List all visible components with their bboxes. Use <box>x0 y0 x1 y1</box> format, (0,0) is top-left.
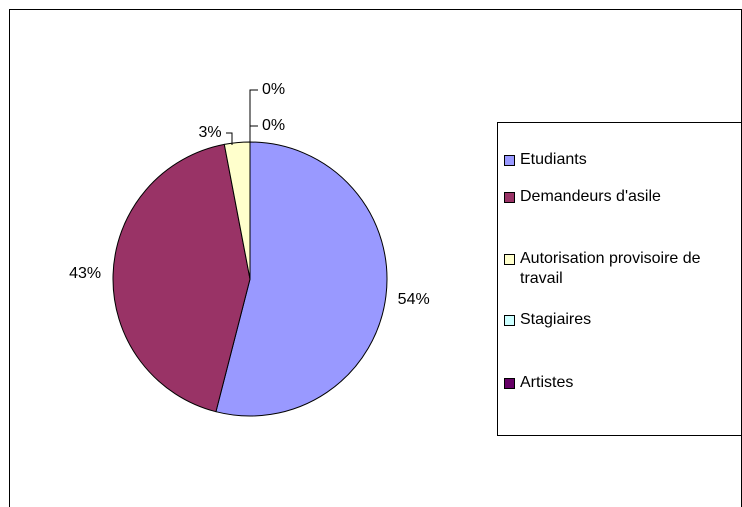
leader-line <box>249 125 258 142</box>
data-label: 0% <box>262 117 285 134</box>
legend-label: Etudiants <box>520 151 587 168</box>
data-label: 3% <box>198 124 221 141</box>
legend-item: Demandeurs d'asile <box>504 187 740 207</box>
legend-swatch <box>504 378 515 389</box>
legend-item: Autorisation provisoire de travail <box>504 249 740 289</box>
legend-swatch <box>504 315 515 326</box>
leader-line <box>249 89 258 142</box>
pie-slice <box>215 141 388 417</box>
leader-line <box>226 132 233 145</box>
legend-item: Artistes <box>504 373 740 393</box>
legend-label: Artistes <box>520 374 574 391</box>
legend-swatch <box>504 155 515 166</box>
legend-swatch <box>504 254 515 265</box>
legend-label: Stagiaires <box>520 311 592 328</box>
legend-item: Stagiaires <box>504 310 740 330</box>
legend-label: Demandeurs d'asile <box>520 188 661 205</box>
data-label: 54% <box>398 291 430 308</box>
legend: Etudiants Demandeurs d'asile Autorisation … <box>497 122 742 436</box>
pie-slice <box>112 143 251 413</box>
data-label: 0% <box>262 81 285 98</box>
legend-swatch <box>504 192 515 203</box>
legend-item: Etudiants <box>504 150 740 170</box>
data-label: 43% <box>69 265 101 282</box>
legend-label: Autorisation provisoire de travail <box>520 250 701 287</box>
